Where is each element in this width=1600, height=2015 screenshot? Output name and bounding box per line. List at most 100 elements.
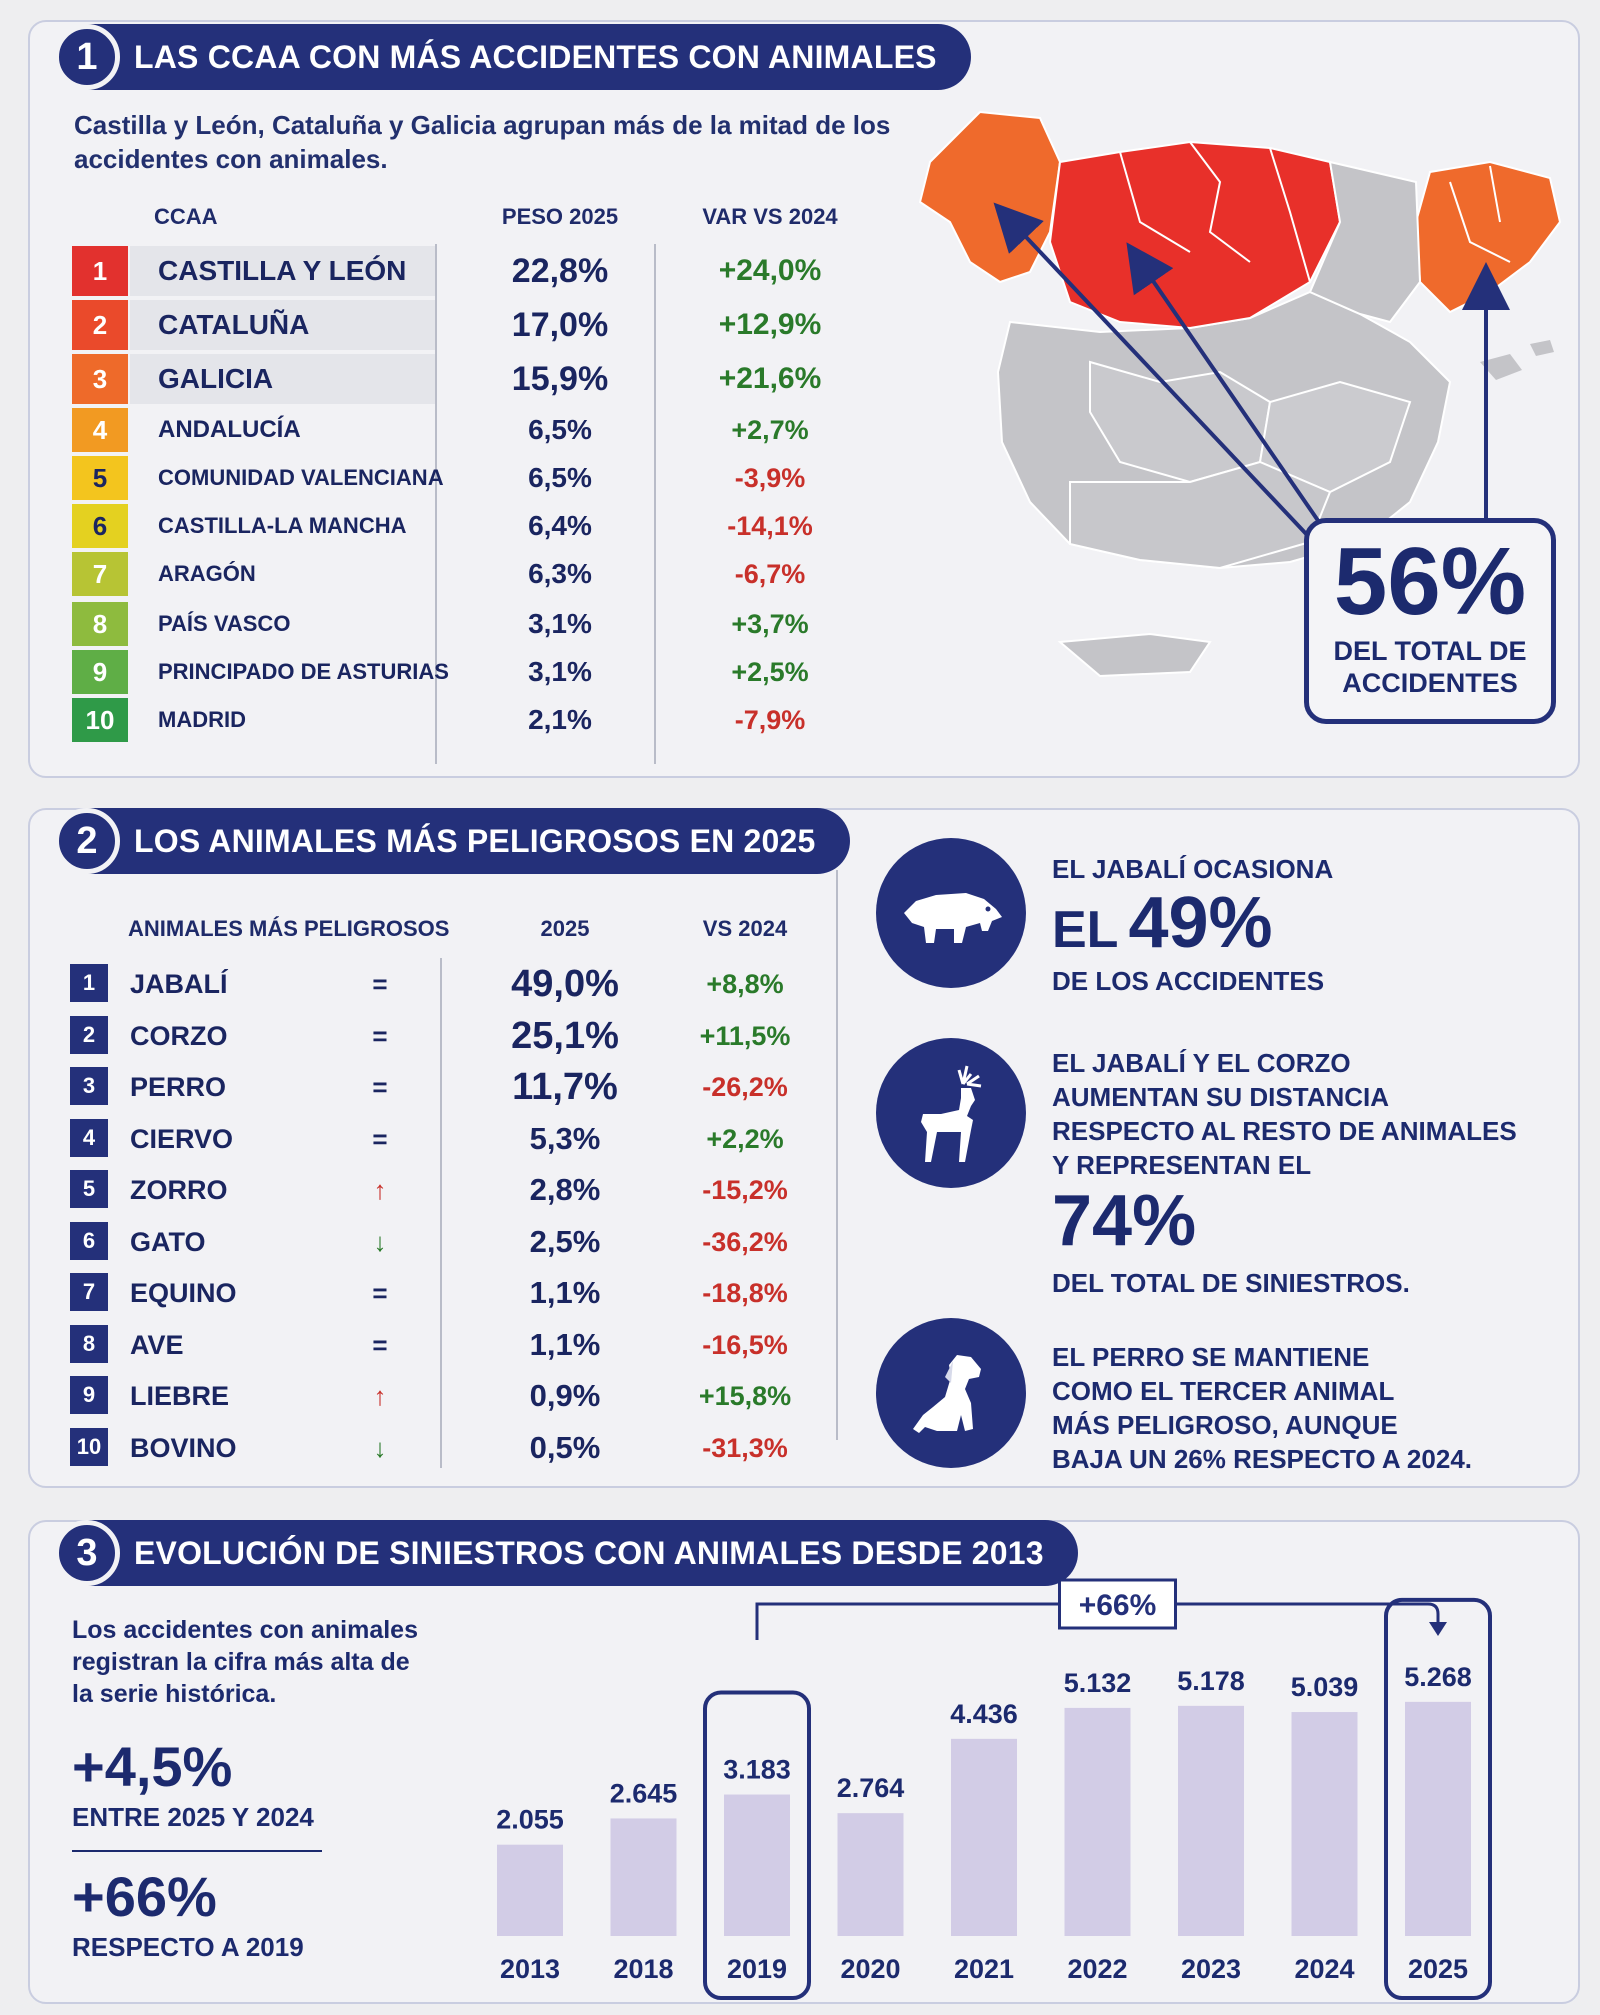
animal-rank: 3 (70, 1067, 108, 1105)
section3-header: 3 EVOLUCIÓN DE SINIESTROS CON ANIMALES D… (54, 1520, 1078, 1586)
animal-name: CIERVO (130, 1124, 234, 1154)
ccaa-var: -3,9% (734, 463, 806, 493)
growth-bracket (755, 1602, 1440, 1640)
header-vs2024: VS 2024 (702, 916, 788, 941)
boar-info-top: EL JABALÍ OCASIONA (1052, 854, 1334, 884)
ccaa-name: CASTILLA-LA MANCHA (158, 513, 407, 538)
bar (1178, 1705, 1244, 1936)
section-evolution-panel: 3 EVOLUCIÓN DE SINIESTROS CON ANIMALES D… (28, 1520, 1580, 2004)
animal-trend: = (372, 1072, 388, 1102)
ccaa-peso: 6,3% (528, 558, 592, 589)
animal-name: GATO (130, 1227, 206, 1257)
map-arrow-castilla-leon (1126, 242, 1332, 540)
section2-title: LOS ANIMALES MÁS PELIGROSOS EN 2025 (134, 822, 816, 859)
map-callout: 56% DEL TOTAL DE ACCIDENTES (1304, 518, 1556, 724)
animal-name: LIEBRE (130, 1381, 230, 1411)
x-tick-label: 2021 (954, 1954, 1014, 1984)
animal-value: 0,5% (529, 1430, 601, 1465)
section3-title: EVOLUCIÓN DE SINIESTROS CON ANIMALES DES… (134, 1534, 1044, 1571)
map-arrow-galicia (993, 202, 1312, 540)
kpi-yoy-label: ENTRE 2025 Y 2024 (72, 1802, 314, 1832)
ccaa-var: -7,9% (734, 705, 806, 735)
deer-icon (921, 1065, 982, 1162)
boar-icon-circle (876, 838, 1026, 988)
animal-var: -26,2% (702, 1072, 788, 1102)
animal-var: -31,3% (702, 1433, 788, 1463)
ccaa-name: GALICIA (158, 363, 274, 394)
x-tick-label: 2025 (1408, 1954, 1468, 1984)
animal-trend: ↓ (373, 1227, 387, 1257)
animal-var: -36,2% (702, 1227, 788, 1257)
bar-value-label: 4.436 (950, 1699, 1018, 1729)
deer-info-bottom: DEL TOTAL DE SINIESTROS. (1052, 1268, 1410, 1298)
kpi-yoy-value: +4,5% (72, 1735, 233, 1798)
dog-icon (913, 1355, 981, 1433)
map-region-castilla-leon (1048, 140, 1342, 330)
animal-rank: 8 (70, 1325, 108, 1363)
bar (724, 1794, 790, 1936)
animal-rank: 10 (70, 1428, 108, 1466)
ccaa-peso: 3,1% (528, 608, 592, 639)
callout-label: DEL TOTAL DE ACCIDENTES (1333, 636, 1527, 698)
kpi-separator (72, 1850, 322, 1852)
animal-rank: 4 (70, 1119, 108, 1157)
dog-info-lines: EL PERRO SE MANTIENE COMO EL TERCER ANIM… (1052, 1340, 1472, 1476)
x-tick-label: 2020 (840, 1954, 900, 1984)
ccaa-name: COMUNIDAD VALENCIANA (158, 465, 444, 490)
section1-header: 1 LAS CCAA CON MÁS ACCIDENTES CON ANIMAL… (54, 24, 971, 90)
animal-var: -18,8% (702, 1278, 788, 1308)
bar-value-label: 5.132 (1064, 1668, 1132, 1698)
animal-trend: ↓ (373, 1433, 387, 1463)
deer-info-line: RESPECTO AL RESTO DE ANIMALES (1052, 1116, 1517, 1146)
ccaa-peso: 6,5% (528, 414, 592, 445)
ccaa-name: PAÍS VASCO (158, 611, 291, 636)
section-divider (836, 870, 838, 1440)
animal-rank: 9 (70, 1376, 108, 1414)
map-region-galicia (918, 110, 1062, 284)
section1-title: LAS CCAA CON MÁS ACCIDENTES CON ANIMALES (134, 38, 937, 75)
bar-value-label: 3.183 (723, 1755, 791, 1785)
x-tick-label: 2013 (500, 1954, 560, 1984)
ccaa-var: +2,7% (731, 415, 809, 445)
animal-var: +11,5% (699, 1021, 791, 1051)
ccaa-rank: 7 (72, 552, 128, 596)
ccaa-var: +21,6% (718, 362, 822, 395)
ccaa-peso: 3,1% (528, 656, 592, 687)
row-highlight (130, 246, 435, 296)
bar-value-label: 2.055 (496, 1805, 564, 1835)
boar-info-percent: 49% (1128, 883, 1273, 963)
bar-value-label: 2.764 (837, 1773, 905, 1803)
animal-name: EQUINO (130, 1278, 237, 1308)
animal-rank: 7 (70, 1273, 108, 1311)
bar (1405, 1701, 1471, 1936)
section1-subtitle: Castilla y León, Cataluña y Galicia agru… (74, 110, 891, 174)
animal-trend: = (372, 1021, 388, 1051)
animal-trend: = (372, 1278, 388, 1308)
bar (1291, 1712, 1358, 1936)
ccaa-rank: 1 (72, 246, 128, 296)
dog-info-line: EL PERRO SE MANTIENE (1052, 1342, 1370, 1372)
map-regions-grey (996, 290, 1554, 678)
column-divider (654, 244, 656, 764)
x-tick-label: 2018 (613, 1954, 673, 1984)
animal-value: 49,0% (511, 963, 619, 1005)
ccaa-name: ANDALUCÍA (158, 416, 301, 443)
animal-value: 1,1% (529, 1275, 601, 1310)
column-divider (435, 244, 437, 764)
header-ccaa: CCAA (154, 204, 218, 229)
highlight-frame (703, 1690, 811, 2001)
animal-name: BOVINO (130, 1433, 237, 1463)
ccaa-peso: 6,4% (528, 510, 592, 541)
dog-info-line: BAJA UN 26% RESPECTO A 2024. (1052, 1444, 1472, 1474)
ccaa-name: CASTILLA Y LEÓN (158, 255, 407, 286)
section-ccaa-panel: 1 LAS CCAA CON MÁS ACCIDENTES CON ANIMAL… (28, 20, 1580, 778)
deer-info-lines: EL JABALÍ Y EL CORZO AUMENTAN SU DISTANC… (1052, 1046, 1517, 1182)
animal-value: 1,1% (529, 1327, 601, 1362)
ccaa-rank: 5 (72, 456, 128, 500)
dog-icon-circle (876, 1318, 1026, 1468)
animal-var: -16,5% (702, 1330, 788, 1360)
animal-value: 2,5% (529, 1224, 601, 1259)
section2-number: 2 (54, 808, 120, 874)
animal-var: +8,8% (706, 969, 784, 999)
animal-var: -15,2% (702, 1175, 788, 1205)
